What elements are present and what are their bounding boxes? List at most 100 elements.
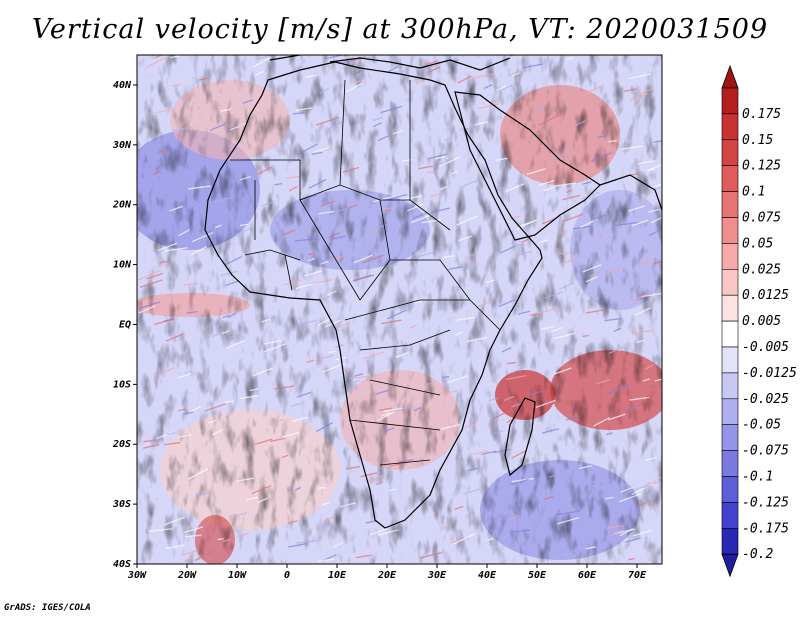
field-streak (511, 478, 530, 486)
field-streak (585, 309, 604, 314)
field-streak (609, 383, 630, 394)
lat-tick-label: 30N (112, 140, 132, 151)
field-streak (389, 488, 397, 492)
lat-tick-label: 10S (113, 379, 131, 390)
field-streak (607, 525, 625, 529)
field-streak (657, 476, 662, 480)
field-streak (538, 114, 560, 126)
field-streak (582, 181, 592, 185)
field-streak (170, 55, 181, 59)
field-streak (458, 235, 472, 242)
colorbar-label: -0.075 (742, 444, 789, 459)
lon-tick-label: 10W (228, 570, 247, 581)
field-streak (188, 185, 211, 190)
field-streak (143, 439, 156, 443)
field-streak (163, 516, 185, 526)
field-streak (370, 527, 389, 536)
field-streak (326, 354, 334, 359)
field-streak (349, 506, 356, 511)
field-streak (255, 70, 265, 76)
field-streak (566, 189, 573, 194)
field-streak (318, 210, 335, 215)
field-streak (177, 434, 192, 439)
field-streak (451, 170, 458, 175)
field-streak (157, 242, 177, 252)
field-streak (261, 318, 271, 323)
field-streak (356, 70, 363, 74)
colorbar-bottom-arrow (721, 553, 739, 578)
field-streak (160, 235, 169, 242)
field-streak (296, 391, 312, 398)
field-streak (153, 366, 176, 378)
field-streak (366, 473, 386, 483)
field-streak (236, 477, 255, 482)
field-streak (535, 399, 556, 409)
field-streak (593, 417, 610, 427)
colorbar-label: -0.0125 (742, 366, 797, 381)
field-streak (178, 372, 192, 379)
colorbar-label: -0.05 (742, 418, 781, 433)
lon-tick-label: 50E (528, 570, 547, 581)
colorbar-swatch (721, 502, 739, 529)
field-streak (415, 76, 431, 85)
field-streak (619, 528, 634, 537)
field-streak (554, 367, 572, 375)
field-streak (620, 486, 634, 493)
field-streak (182, 411, 194, 415)
field-streak (414, 406, 422, 412)
field-streak (584, 479, 606, 484)
field-streak (548, 468, 572, 478)
field-streak (409, 325, 417, 329)
field-streak (154, 55, 164, 59)
colorbar-swatch (721, 398, 739, 425)
field-streak (372, 122, 382, 128)
africa-coastline (204, 61, 543, 529)
field-streak (171, 83, 182, 88)
map-title: Vertical velocity [m/s] at 300hPa, VT: 2… (31, 14, 769, 45)
colorbar-label: 0.075 (742, 211, 781, 226)
field-streak (483, 84, 493, 90)
field-streak (395, 352, 409, 359)
field-streak (647, 164, 662, 171)
field-streak (631, 487, 645, 496)
field-streak (463, 488, 481, 495)
field-streak (625, 537, 641, 543)
field-streak (632, 529, 653, 537)
field-streak (236, 511, 248, 517)
field-streak (222, 314, 230, 318)
field-streak (330, 255, 341, 261)
field-streak (253, 57, 271, 68)
field-streak (500, 245, 516, 254)
field-streak (624, 88, 637, 92)
field-streak (222, 538, 232, 543)
colorbar-label: -0.175 (742, 521, 789, 536)
field-streak (511, 477, 534, 483)
field-streak (608, 413, 626, 421)
field-streak (220, 270, 238, 277)
field-streak (224, 280, 239, 287)
field-streak (647, 208, 660, 213)
field-streak (590, 151, 612, 163)
field-streak (214, 224, 222, 229)
field-streak (354, 373, 364, 377)
field-streak (597, 134, 608, 139)
field-streak (562, 213, 584, 223)
field-streak (630, 329, 653, 335)
field-streak (376, 481, 384, 486)
field-streak (543, 186, 556, 192)
field-streak (282, 431, 300, 438)
velocity-field (137, 55, 662, 564)
field-streak (493, 408, 513, 419)
field-streak (342, 367, 351, 370)
field-streak (512, 72, 520, 77)
field-streak (297, 143, 318, 155)
field-streak (178, 229, 190, 237)
colorbar-swatch (721, 243, 739, 270)
field-streak (320, 200, 335, 207)
colorbar-swatch (721, 424, 739, 451)
colorbar-label: -0.1 (742, 470, 773, 485)
field-streak (191, 245, 208, 256)
field-streak (389, 406, 414, 413)
field-streak (220, 108, 232, 112)
